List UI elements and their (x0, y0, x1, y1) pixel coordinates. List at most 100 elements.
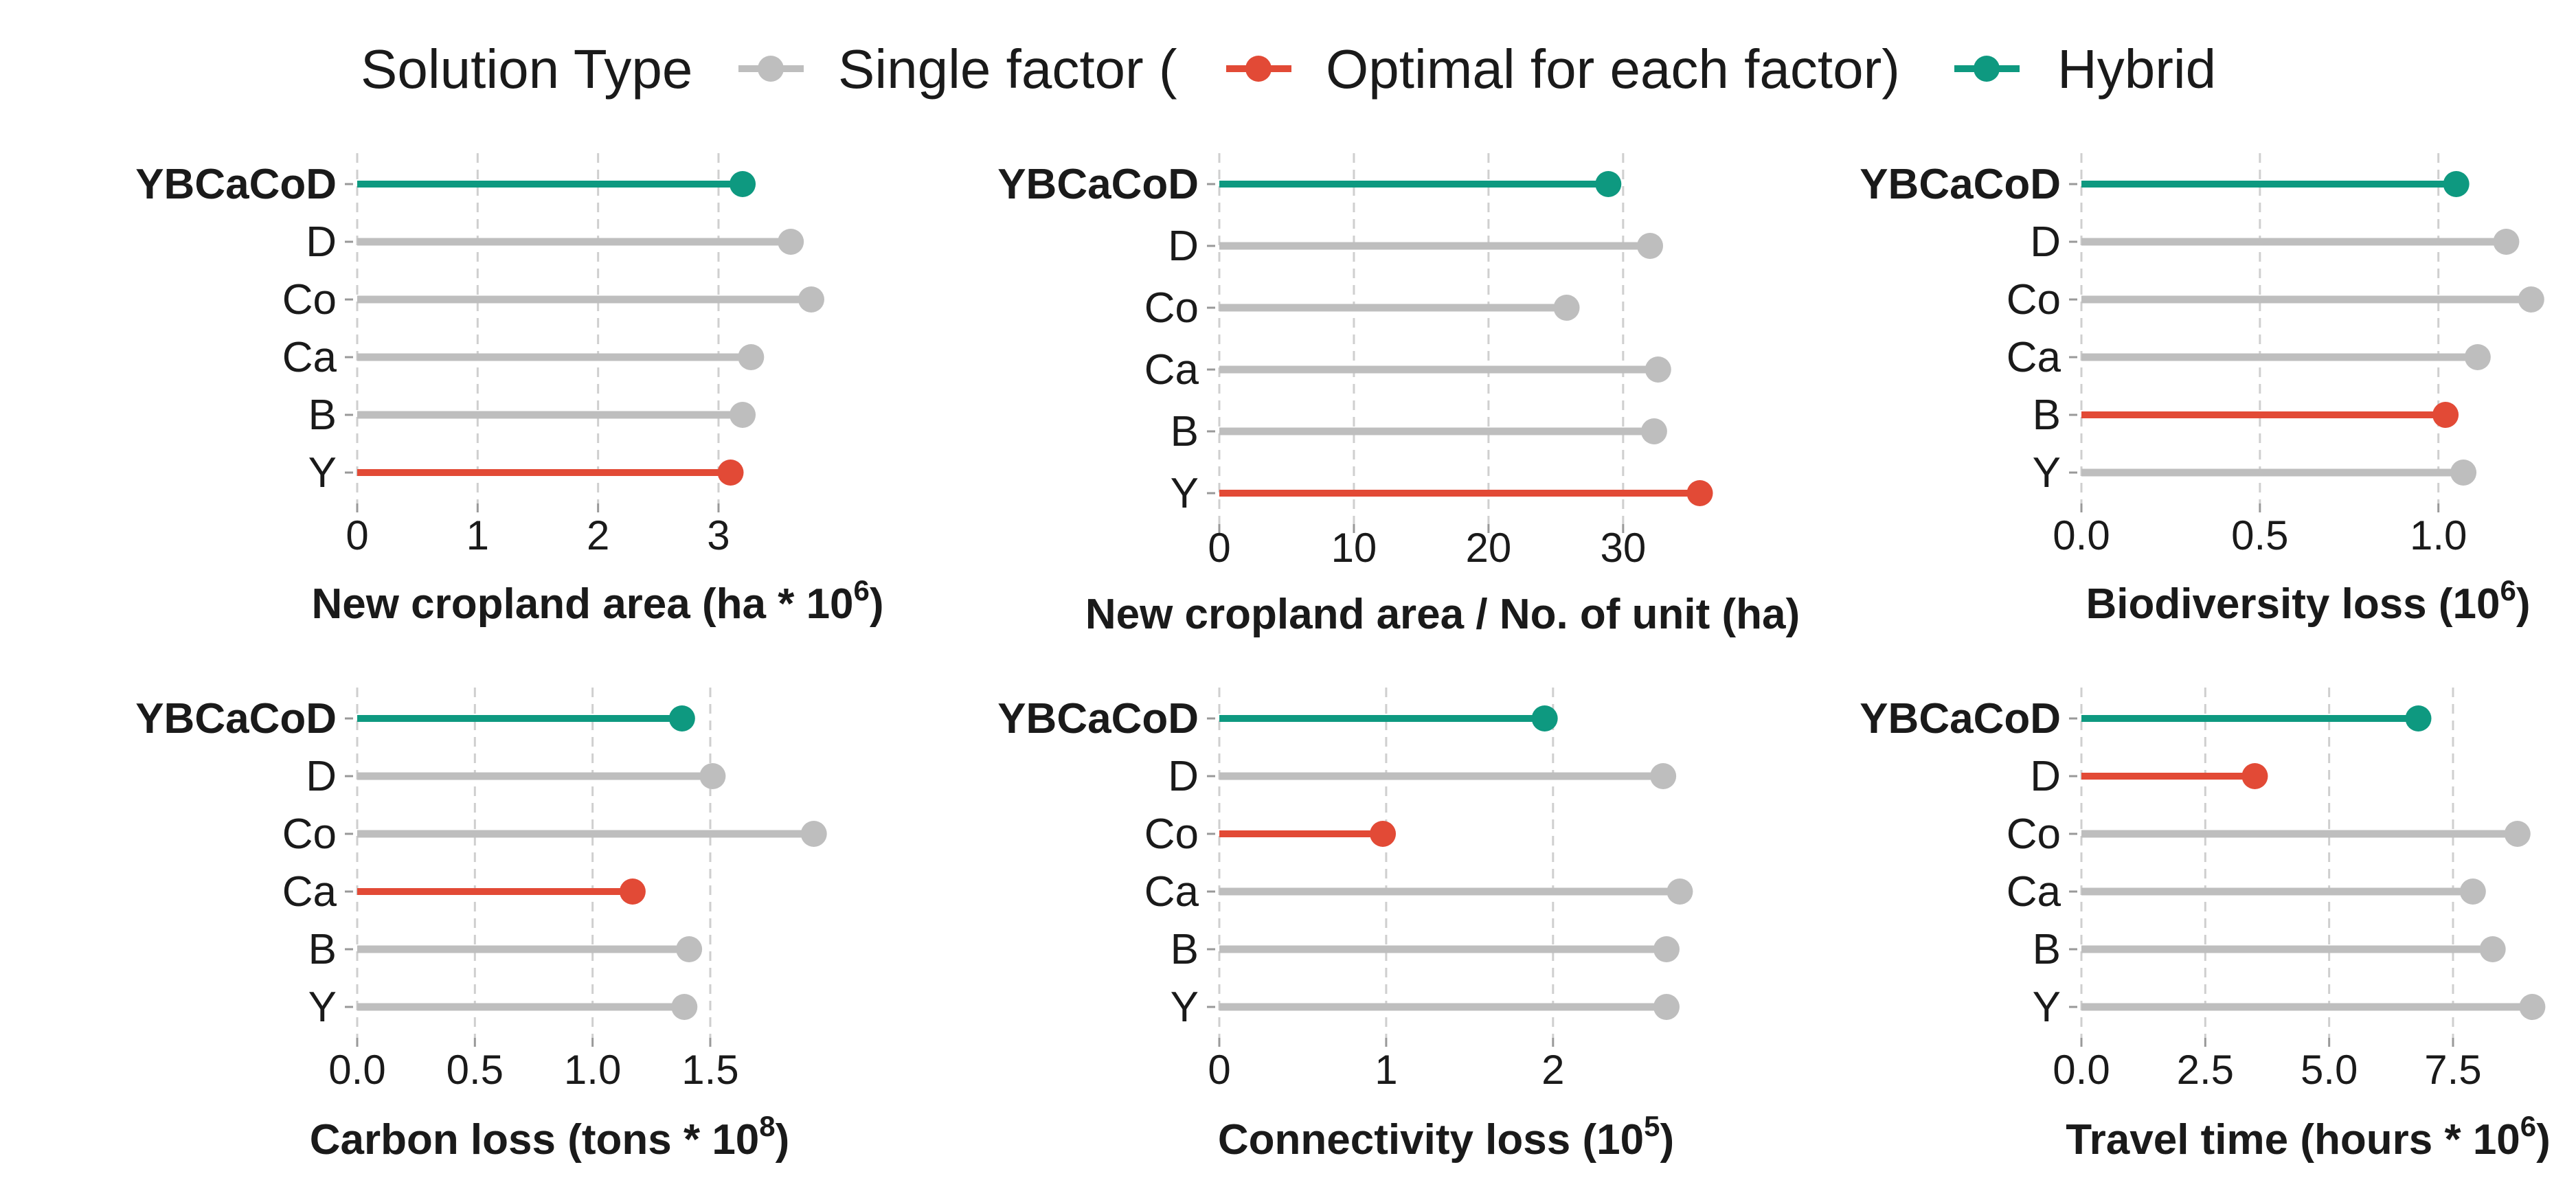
x-tick-label: 20 (1466, 525, 1512, 571)
legend-label: Optimal for each factor) (1326, 38, 1900, 100)
chart-panel: YBCaCoD D Co Ca BY0 1 2 3 New cropland area (ha … (135, 153, 884, 628)
x-tick-label: 2 (587, 512, 609, 558)
lollipop-dot (1370, 821, 1397, 847)
category-label: Co (282, 276, 337, 324)
lollipop-dot (2432, 402, 2459, 428)
category-label: D (2030, 753, 2061, 800)
category-label: YBCaCoD (997, 161, 1199, 208)
lollipop-dot (1640, 418, 1667, 444)
x-tick-label: 1 (466, 512, 489, 558)
lollipop-dot (730, 171, 756, 197)
x-tick-label: 7.5 (2424, 1047, 2481, 1093)
lollipop-dot (1686, 480, 1713, 506)
lollipop-dot (2479, 936, 2506, 962)
lollipop-dot (1653, 936, 1680, 962)
lollipop-dot (2518, 286, 2544, 313)
chart-panel: YBCaCoD D Co Ca BY 0.0 0.5 1.0 Biodiversity loss… (1860, 153, 2544, 628)
lollipop-dot (2405, 705, 2432, 732)
lollipop-dot (1553, 295, 1580, 321)
lollipop-dot (2519, 994, 2546, 1020)
category-label: YBCaCoD (135, 695, 337, 742)
lollipop-dot (2450, 460, 2477, 486)
category-label: Y (2033, 449, 2061, 497)
legend-item: Single factor ( (738, 38, 1177, 100)
lollipop-dot (800, 821, 827, 847)
category-label: Ca (282, 334, 337, 381)
x-axis-title: Connectivity loss (105) (1218, 1110, 1674, 1164)
lollipop-dot (2464, 344, 2491, 370)
lollipop-dot (1531, 705, 1558, 732)
category-label: D (306, 218, 337, 266)
category-label: B (308, 926, 337, 973)
lollipop-dot (1653, 994, 1680, 1020)
legend-key-dot (758, 56, 784, 82)
x-tick-label: 1 (1375, 1047, 1397, 1093)
lollipop-dot (699, 763, 726, 789)
legend-label: Hybrid (2057, 38, 2216, 100)
x-axis-title: Biodiversity loss (106) (2086, 574, 2530, 628)
lollipop-dot (2241, 763, 2268, 789)
lollipop-dot (1645, 356, 1671, 383)
lollipop-dot (798, 286, 824, 313)
x-tick-label: 0.0 (2053, 512, 2110, 558)
x-tick-label: 1.5 (681, 1047, 738, 1093)
category-label: B (1171, 408, 1199, 455)
legend-label: Single factor ( (838, 38, 1177, 100)
lollipop-dot (1595, 171, 1622, 197)
lollipop-dot (2443, 171, 2470, 197)
chart-panel: YBCaCoD D Co Ca BY 0.0 2.5 5.0 7.5 Travel time (h… (1860, 688, 2551, 1164)
category-label: YBCaCoD (135, 161, 337, 208)
category-label: Ca (1144, 346, 1199, 394)
category-label: D (1168, 753, 1199, 800)
lollipop-dot (778, 229, 804, 255)
lollipop-dot (668, 705, 695, 732)
x-tick-label: 3 (707, 512, 730, 558)
legend-key-dot (1974, 56, 2000, 82)
x-tick-label: 2.5 (2177, 1047, 2234, 1093)
category-label: Ca (2007, 868, 2061, 916)
category-label: Y (1171, 470, 1199, 517)
category-label: B (308, 392, 337, 439)
lollipop-dot (2459, 878, 2486, 905)
category-label: Co (2007, 810, 2061, 858)
category-label: D (2030, 218, 2061, 266)
x-axis-title: Carbon loss (tons * 108) (310, 1110, 790, 1164)
category-label: Ca (282, 868, 337, 916)
lollipop-dot (619, 878, 646, 905)
chart-panel: YBCaCoD D Co Ca BY0 10 20 30 New cropland area /… (997, 153, 1800, 638)
lollipop-dot (717, 460, 744, 486)
legend-item: Hybrid (1954, 38, 2216, 100)
x-tick-label: 0.0 (2053, 1047, 2110, 1093)
category-label: Ca (2007, 334, 2061, 381)
category-label: Y (1171, 984, 1199, 1031)
chart-panel: YBCaCoD D Co Ca BY0 1 2 Connectivity loss (105) (997, 688, 1693, 1164)
x-axis-title: Travel time (hours * 106) (2066, 1110, 2551, 1164)
x-tick-label: 2 (1541, 1047, 1564, 1093)
category-label: B (1171, 926, 1199, 973)
category-label: Y (308, 449, 337, 497)
x-tick-label: 10 (1331, 525, 1377, 571)
lollipop-dot (2493, 229, 2520, 255)
lollipop-dot (1650, 763, 1677, 789)
category-label: YBCaCoD (997, 695, 1199, 742)
x-tick-label: 0 (346, 512, 368, 558)
legend-title: Solution Type (361, 38, 692, 100)
category-label: Y (2033, 984, 2061, 1031)
x-tick-label: 0 (1208, 525, 1230, 571)
category-label: D (1168, 223, 1199, 270)
category-label: Co (2007, 276, 2061, 324)
lollipop-dot (2504, 821, 2531, 847)
category-label: Co (282, 810, 337, 858)
x-tick-label: 30 (1600, 525, 1646, 571)
lollipop-dot (1667, 878, 1693, 905)
category-label: Co (1144, 284, 1199, 332)
lollipop-dot (730, 402, 756, 428)
x-tick-label: 0 (1208, 1047, 1230, 1093)
x-tick-label: 1.0 (564, 1047, 621, 1093)
x-tick-label: 0.5 (2231, 512, 2288, 558)
chart-panel: YBCaCoD D Co Ca BY 0.0 0.5 1.0 1.5 Carbon loss (t… (135, 688, 827, 1164)
category-label: B (2033, 926, 2061, 973)
category-label: D (306, 753, 337, 800)
category-label: YBCaCoD (1860, 695, 2061, 742)
